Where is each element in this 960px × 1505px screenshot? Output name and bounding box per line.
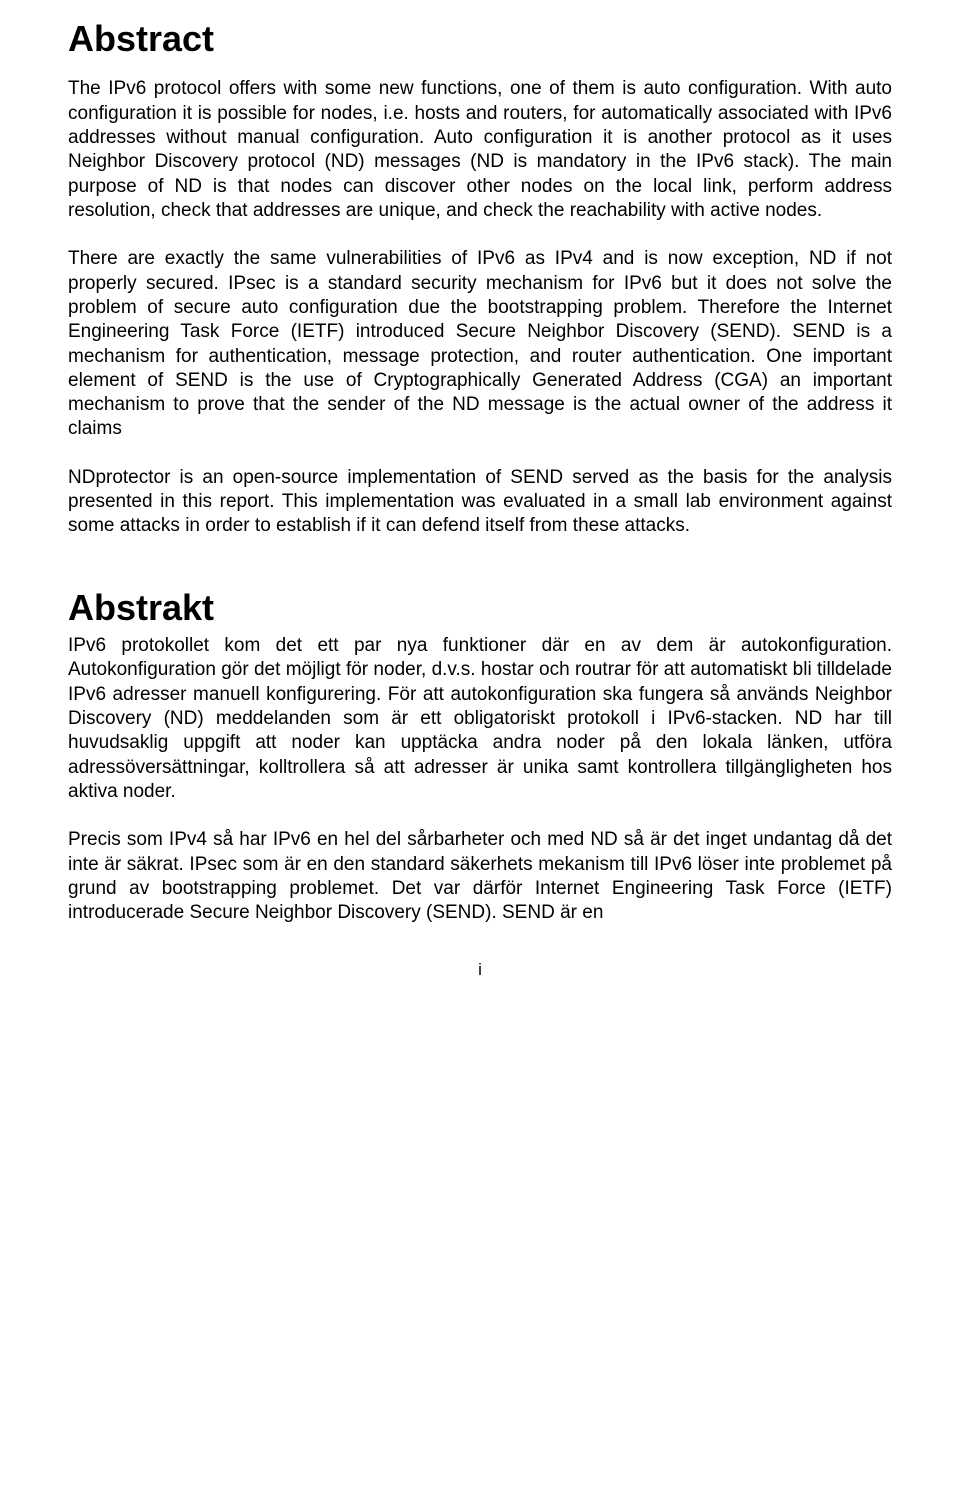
abstract-en-paragraph-1: The IPv6 protocol offers with some new f… — [68, 77, 892, 223]
heading-abstract-en: Abstract — [68, 18, 892, 59]
abstrakt-sv-paragraph-2: Precis som IPv4 så har IPv6 en hel del s… — [68, 828, 892, 925]
page-number: i — [68, 960, 892, 980]
heading-abstrakt-sv: Abstrakt — [68, 587, 892, 628]
abstrakt-sv-paragraph-1: IPv6 protokollet kom det ett par nya fun… — [68, 634, 892, 804]
abstract-en-paragraph-2: There are exactly the same vulnerabiliti… — [68, 247, 892, 442]
abstract-en-paragraph-3: NDprotector is an open-source implementa… — [68, 466, 892, 539]
page: Abstract The IPv6 protocol offers with s… — [0, 0, 960, 980]
